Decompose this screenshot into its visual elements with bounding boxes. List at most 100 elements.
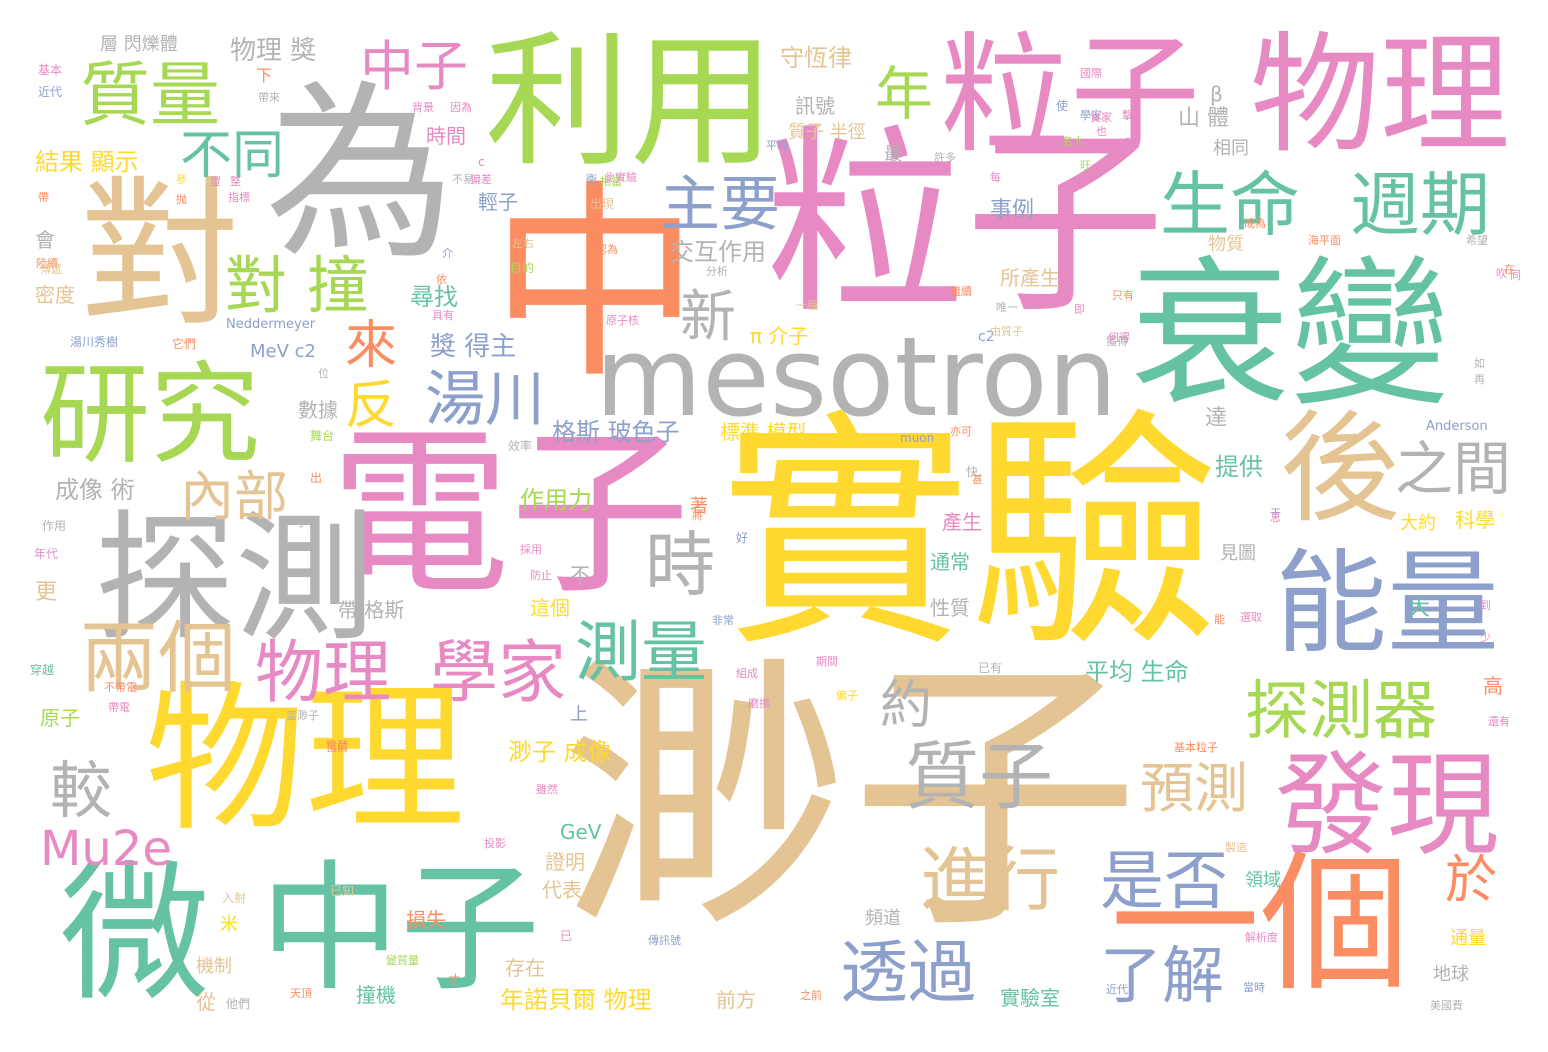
word: β [1210,82,1223,106]
word: 主要 [660,170,780,240]
word: 依 [436,273,447,286]
word: 偏差 [470,173,492,186]
word: 使 [1056,99,1069,113]
word: 防止 [530,569,552,582]
word: 米 [220,914,238,935]
word: 之前 [800,989,822,1002]
word: 較 [50,754,113,827]
word: 通常 [930,550,970,574]
word: 選取 [1240,611,1262,624]
word: 大約 [1400,513,1436,534]
word: 左右 [512,237,534,250]
word: 物理 [145,666,466,853]
word: 粒子 [940,19,1201,171]
word: 原子核 [606,314,639,327]
word: 中子 [360,35,468,98]
word: 領域 [1245,870,1281,891]
word: 撞機 [356,983,396,1007]
word: 交互作用 [670,238,766,266]
word: 對 撞 [225,249,369,322]
word: 期間 [816,655,838,668]
word: 衰變 [1130,241,1451,428]
word: 內部 [180,465,288,528]
word: 不帶電 [104,681,137,694]
word: 相當 [600,175,622,188]
word: 透過 [840,934,977,1013]
word: 年 [875,60,934,128]
word: 質子 半徑 [788,122,866,143]
word: 目前 [326,741,348,754]
word: 前方 [716,988,756,1012]
word: 如 [1474,357,1485,370]
word: 旺 [1080,159,1091,172]
word: 何得 [1108,331,1130,344]
word: 擊 [1122,109,1133,122]
word: 快 [966,465,979,479]
word: 了解 [1100,939,1225,1012]
word: 學家 [430,634,567,713]
word: 帶來 [258,91,280,104]
word: 已 [560,929,573,943]
word: 海平面 [1308,234,1341,247]
word: 息 [1270,511,1281,524]
word: 頻道 [865,908,901,929]
word: 帶 格斯 [338,598,405,622]
word: 高 [1483,674,1503,698]
word: 于 [1270,507,1281,520]
word: 小 [296,515,309,529]
word: c2 [978,329,995,345]
word: 基本 [38,63,63,77]
word: 之間 [1395,435,1512,503]
word: 解析度 [1245,931,1278,944]
word: 時 [645,524,715,606]
word: 作用 [42,519,67,533]
word: 目的 [510,261,535,275]
word: 對 [80,161,241,348]
word: 背景 [412,101,434,114]
word: 層 閃爍體 [100,34,178,55]
word: 電子 [330,410,691,619]
word: 帶電 [108,701,130,714]
word: 產生 [942,510,982,534]
word: 國際 [1080,67,1102,80]
word: 陸續 [36,257,58,270]
word: 它們 [172,337,197,351]
word: 反 [345,376,398,436]
word: 亦可 [950,425,972,438]
word: 渺子 [560,631,1140,968]
word: 美國費 [1430,999,1463,1012]
word: 下 [256,66,273,85]
word: 上 [570,704,588,725]
word: 能 [1214,613,1225,626]
word: 再 [1474,373,1485,386]
word: 傳遞 [40,263,62,276]
word: 來 [345,316,398,376]
word: 守恆律 [780,44,852,72]
word: 入射 [222,891,247,905]
word: 物理 [1250,19,1511,171]
word: 損失 [406,908,446,932]
word: GeV [560,820,602,844]
word: 從 [196,990,216,1014]
word: 成為 [1244,217,1266,230]
word: 年諾貝爾 物理 [500,986,652,1014]
word: 即 [1074,303,1085,316]
word: 好 [736,531,749,545]
word: 相同 [1213,138,1249,159]
word: 實驗室 [1000,986,1060,1010]
word: 近代 [38,85,63,99]
word: 標準 模型 [720,420,807,444]
word: 不 [570,563,590,587]
word: mesotron [595,313,1118,441]
word: 分析 [706,265,728,278]
word: 年代 [34,547,59,561]
word: 事例 [990,198,1035,223]
word: 電荷 [326,739,348,752]
word: 訊號 [795,94,835,118]
word: 大 [1408,596,1431,621]
word: 近代 [1106,983,1128,996]
word: 變質量 [386,954,419,967]
word: 物理 [255,634,392,713]
word: 利用 [485,18,775,187]
word: 當渺子 [286,709,319,722]
